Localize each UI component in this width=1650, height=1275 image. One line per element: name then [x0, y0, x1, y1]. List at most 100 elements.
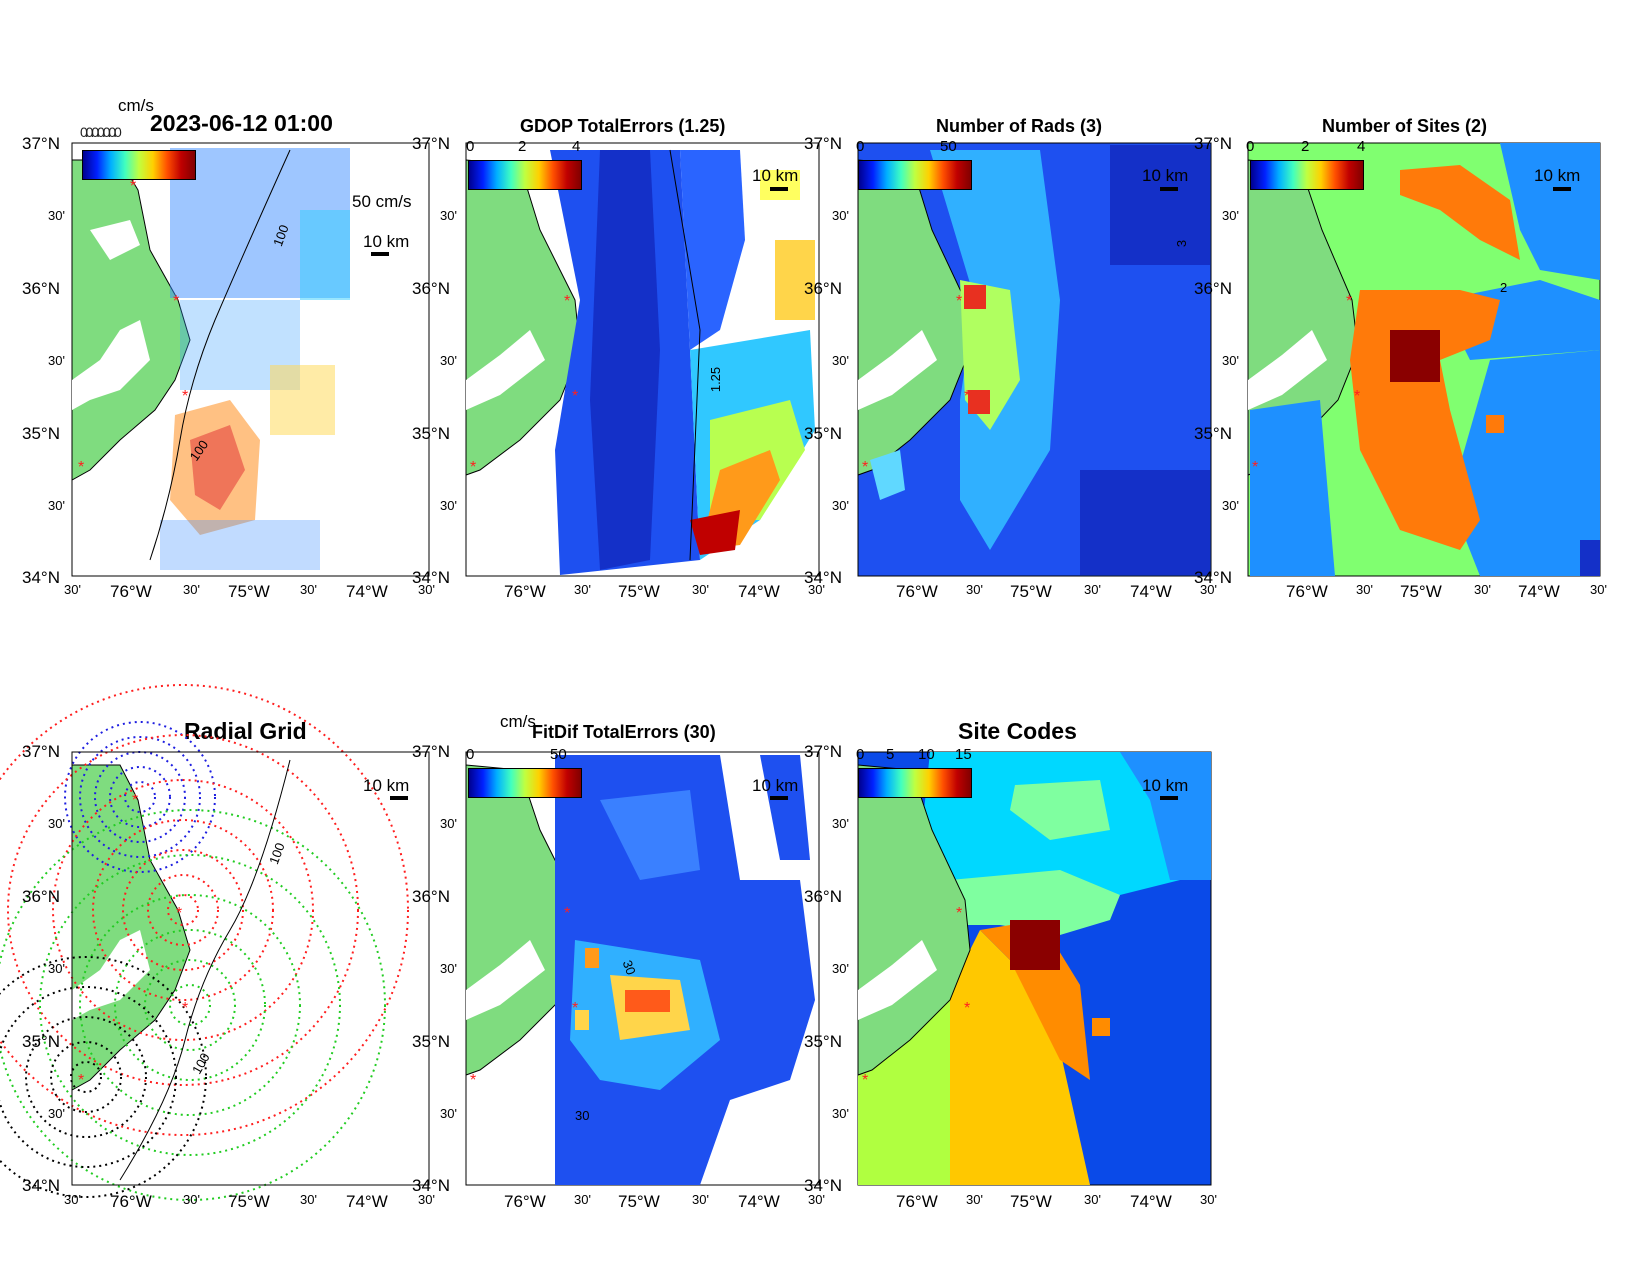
cbar-tick: 5: [886, 746, 895, 763]
cbar-tick: 0: [466, 138, 475, 155]
panel-title: Site Codes: [958, 718, 1077, 744]
lon-label: 30': [1084, 1192, 1101, 1207]
lon-label: 30': [418, 582, 435, 597]
cbar-tick: 4: [572, 138, 581, 155]
lon-label: 76°W: [110, 1192, 152, 1211]
colorbar: [858, 768, 972, 798]
cbar-tick: 2: [518, 138, 527, 155]
cbar-tick: 4: [1357, 138, 1366, 155]
lon-label: 30': [808, 582, 825, 597]
lat-label: 34°N: [412, 1176, 450, 1195]
isobath-label: 100: [188, 1050, 213, 1077]
svg-text:*: *: [470, 459, 476, 476]
lon-label: 75°W: [618, 582, 660, 601]
lat-label: 30': [48, 816, 65, 831]
lon-label: 30': [418, 1192, 435, 1207]
lat-label: 37°N: [412, 134, 450, 153]
contour-label: 30: [575, 1108, 590, 1123]
panel-title: Number of Sites (2): [1322, 116, 1488, 136]
scale-bar-label: 10 km: [1142, 776, 1189, 795]
svg-text:*: *: [572, 388, 578, 405]
lon-label: 76°W: [1286, 582, 1328, 601]
scale-bar-label: 10 km: [752, 166, 799, 185]
lat-label: 37°N: [804, 134, 842, 153]
lat-label: 30': [1222, 353, 1239, 368]
svg-text:*: *: [182, 1000, 188, 1017]
vector-scale-label: 50 cm/s: [352, 192, 412, 211]
contour-label: 1.25: [708, 366, 724, 393]
cbar-tick: 0: [856, 138, 865, 155]
lat-label: 35°N: [22, 424, 60, 443]
lat-label: 37°N: [1194, 134, 1232, 153]
colorbar: [468, 160, 582, 190]
units-label: cm/s: [118, 96, 154, 115]
lat-label: 30': [48, 961, 65, 976]
lat-label: 30': [48, 1106, 65, 1121]
scale-bar-label: 10 km: [363, 776, 410, 795]
isobath-label: 100: [266, 840, 288, 867]
lat-label: 36°N: [804, 887, 842, 906]
lon-label: 30': [183, 582, 200, 597]
svg-text:*: *: [176, 905, 182, 922]
cbar-tick: 15: [955, 746, 972, 763]
lon-label: 75°W: [228, 1192, 270, 1211]
lat-label: 37°N: [804, 742, 842, 761]
lat-label: 37°N: [412, 742, 450, 761]
lat-label: 30': [832, 816, 849, 831]
lat-label: 30': [48, 208, 65, 223]
scale-bar-label: 10 km: [752, 776, 799, 795]
lon-label: 75°W: [1010, 1192, 1052, 1211]
lon-label: 76°W: [896, 1192, 938, 1211]
scale-bar-label: 10 km: [1142, 166, 1189, 185]
contour-label: 2: [1500, 280, 1508, 295]
lat-label: 30': [1222, 498, 1239, 513]
lon-label: 30': [574, 582, 591, 597]
lat-label: 35°N: [804, 424, 842, 443]
svg-text:*: *: [956, 905, 962, 922]
lon-label: 74°W: [1130, 582, 1172, 601]
lon-label: 30': [183, 1192, 200, 1207]
lat-label: 34°N: [22, 568, 60, 587]
panel-title: Radial Grid: [184, 718, 307, 744]
lat-label: 30': [832, 208, 849, 223]
lon-label: 75°W: [1010, 582, 1052, 601]
lon-label: 30': [966, 1192, 983, 1207]
lon-label: 30': [966, 582, 983, 597]
svg-text:*: *: [956, 293, 962, 310]
lat-label: 36°N: [1194, 279, 1232, 298]
lon-label: 74°W: [1518, 582, 1560, 601]
lon-label: 30': [692, 582, 709, 597]
colorbar: [1250, 160, 1364, 190]
lat-label: 30': [832, 498, 849, 513]
lat-label: 37°N: [22, 742, 60, 761]
timestamp-title: 2023-06-12 01:00: [150, 110, 333, 136]
lat-label: 30': [440, 498, 457, 513]
cbar-tick: 0: [466, 746, 475, 763]
lon-label: 30': [1200, 582, 1217, 597]
lat-label: 36°N: [412, 279, 450, 298]
lon-label: 30': [1200, 1192, 1217, 1207]
svg-text:*: *: [470, 1072, 476, 1089]
lon-label: 75°W: [228, 582, 270, 601]
lon-label: 30': [300, 1192, 317, 1207]
lat-label: 34°N: [412, 568, 450, 587]
cbar-tick: 10: [918, 746, 935, 763]
svg-text:*: *: [564, 293, 570, 310]
svg-text:*: *: [964, 388, 970, 405]
cbar-tick: 0: [856, 746, 865, 763]
lat-label: 30': [48, 498, 65, 513]
lat-label: 30': [48, 353, 65, 368]
lat-label: 30': [440, 208, 457, 223]
lon-label: 30': [808, 1192, 825, 1207]
scale-bar-label: 10 km: [1534, 166, 1581, 185]
lon-label: 76°W: [504, 1192, 546, 1211]
lat-label: 34°N: [804, 1176, 842, 1195]
lon-label: 76°W: [504, 582, 546, 601]
lat-label: 34°N: [1194, 568, 1232, 587]
svg-text:*: *: [182, 388, 188, 405]
lat-label: 30': [440, 1106, 457, 1121]
svg-text:*: *: [132, 792, 138, 809]
